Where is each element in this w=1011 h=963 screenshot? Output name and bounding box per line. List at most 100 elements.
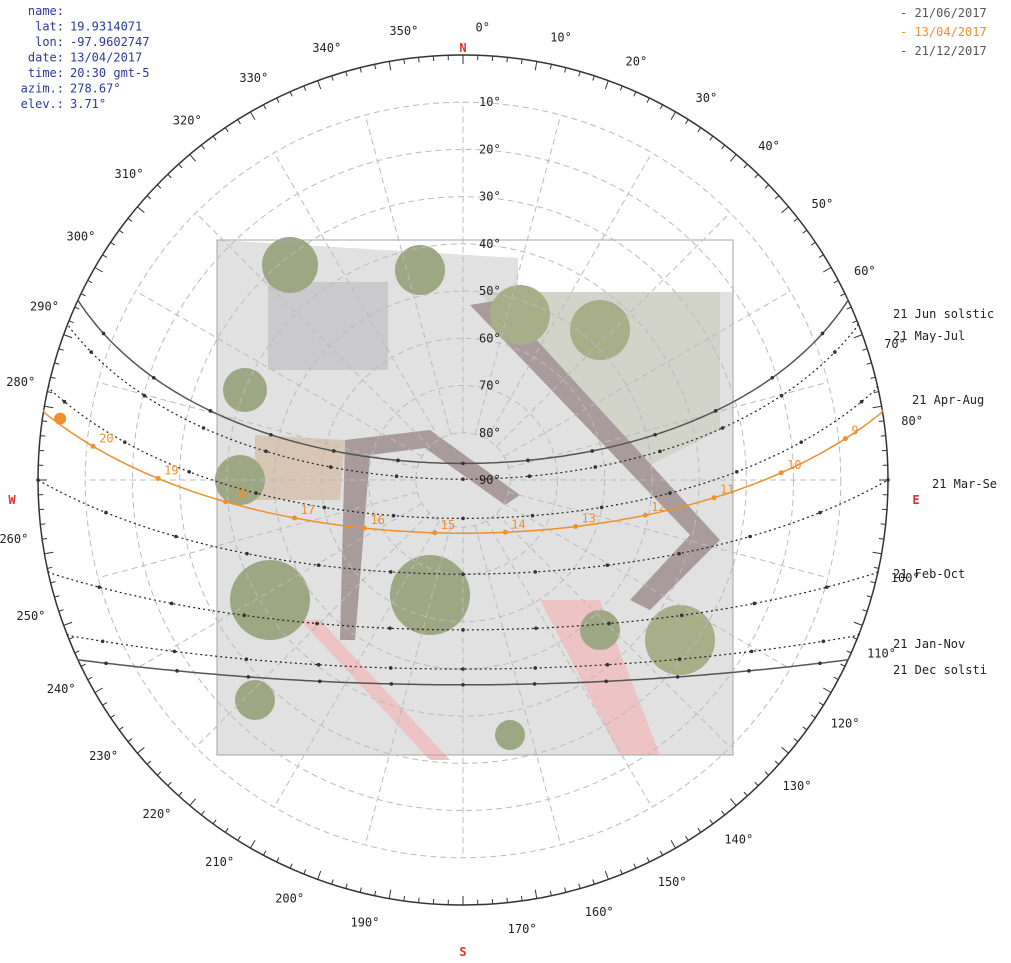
azimuth-label: 210° [205, 855, 234, 869]
legend-entry: - 13/04/2017 [900, 25, 987, 39]
horizon-tick [819, 703, 823, 706]
horizon-tick [803, 727, 807, 730]
hour-dot [590, 449, 594, 453]
horizon-tick [168, 174, 171, 178]
hour-dot [533, 666, 537, 670]
horizon-tick [755, 782, 758, 786]
hour-dot [461, 683, 465, 687]
hour-dot [173, 650, 177, 654]
azimuth-label: 240° [47, 682, 76, 696]
horizon-tick [840, 294, 844, 296]
info-label: date: [28, 51, 64, 65]
hour-dot [102, 332, 106, 336]
horizon-tick [847, 651, 852, 653]
hour-dot [747, 669, 751, 673]
horizon-tick [128, 218, 132, 221]
horizon-tick [686, 836, 689, 840]
azimuth-label: 310° [115, 167, 144, 181]
info-label: azim.: [21, 82, 64, 96]
horizon-tick [647, 857, 649, 861]
hour-dot [156, 476, 161, 481]
hour-dot [533, 570, 537, 574]
hour-label: 12 [651, 500, 665, 514]
horizon-tick [647, 98, 649, 102]
horizon-tick [238, 120, 241, 124]
info-label: time: [28, 66, 64, 80]
horizon-tick [550, 891, 551, 896]
horizon-tick [81, 664, 85, 666]
elevation-label: 80° [479, 426, 501, 440]
horizon-tick [823, 268, 831, 273]
hour-dot [170, 602, 174, 606]
hour-dot [91, 444, 96, 449]
hour-dot [799, 440, 803, 444]
hour-dot [152, 376, 156, 380]
horizon-tick [168, 782, 171, 786]
info-value: -97.9602747 [70, 35, 149, 49]
horizon-tick [710, 820, 713, 824]
hour-dot [432, 530, 437, 535]
horizon-tick [40, 436, 45, 437]
horizon-tick [95, 268, 103, 273]
horizon-tick [404, 59, 405, 64]
horizon-tick [862, 349, 867, 351]
azimuth-label: 280° [6, 375, 35, 389]
horizon-tick [147, 196, 151, 199]
compass-e: E [912, 493, 919, 507]
horizon-tick [823, 688, 831, 693]
horizon-tick [81, 294, 85, 296]
azimuth-label: 330° [239, 71, 268, 85]
horizon-tick [318, 871, 321, 879]
horizon-tick [103, 255, 107, 258]
horizon-tick [54, 363, 59, 364]
horizon-tick [190, 799, 196, 806]
horizon-tick [263, 105, 265, 109]
horizon-tick [238, 836, 241, 840]
horizon-tick [263, 851, 265, 855]
horizon-tick [213, 820, 216, 824]
hour-dot [461, 572, 465, 576]
hour-label: 20 [99, 431, 113, 445]
horizon-tick [75, 307, 80, 309]
horizon-tick [521, 59, 522, 64]
horizon-tick [147, 761, 151, 764]
horizon-tick [605, 81, 608, 89]
hour-label: 19 [164, 463, 178, 477]
hour-label: 11 [720, 483, 734, 497]
horizon-tick [847, 307, 852, 309]
horizon-tick [179, 164, 182, 168]
horizon-tick [854, 335, 862, 338]
azimuth-label: 130° [783, 779, 812, 793]
horizon-tick [873, 552, 882, 554]
compass-n: N [459, 41, 466, 55]
sun-position [54, 413, 66, 425]
horizon-tick [579, 71, 580, 76]
azimuth-label: 50° [812, 197, 834, 211]
elevation-label: 20° [479, 142, 501, 156]
hour-dot [461, 517, 465, 521]
hour-dot [678, 657, 682, 661]
horizon-tick [660, 105, 662, 109]
horizon-tick [332, 879, 334, 884]
horizon-tick [803, 230, 807, 233]
horizon-tick [698, 828, 701, 832]
horizon-tick [881, 436, 886, 437]
hour-dot [721, 426, 725, 430]
horizon-tick [671, 840, 676, 848]
azimuth-label: 230° [89, 749, 118, 763]
hour-dot [821, 332, 825, 336]
hour-label: 10 [787, 458, 801, 472]
legend-entry: - 21/12/2017 [900, 44, 987, 58]
horizon-tick [775, 196, 779, 199]
horizon-tick [507, 57, 508, 62]
hour-dot [680, 614, 684, 618]
horizon-tick [419, 57, 420, 62]
azimuth-label: 170° [508, 922, 537, 936]
hour-dot [600, 506, 604, 510]
azimuth-label: 110° [867, 646, 896, 660]
azimuth-label: 300° [66, 230, 95, 244]
horizon-tick [874, 392, 879, 393]
hour-dot [209, 409, 213, 413]
azimuth-label: 190° [350, 915, 379, 929]
labels: N E S W 910111213141516171819200°10°20°3… [0, 4, 997, 959]
